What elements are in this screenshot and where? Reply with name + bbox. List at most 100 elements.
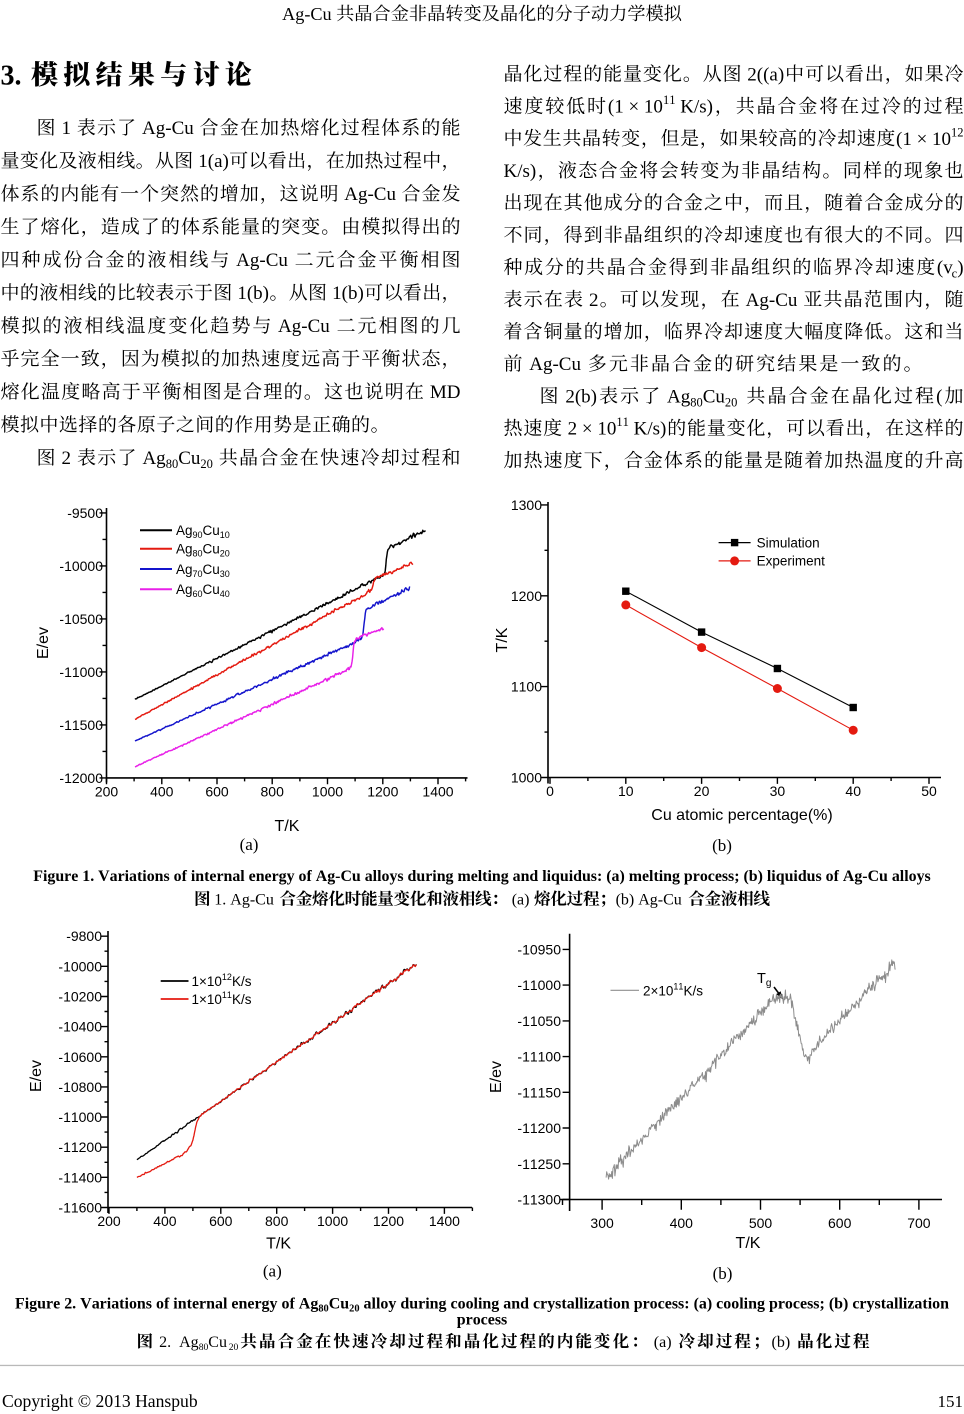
svg-text:Ag-Cu: Ag-Cu bbox=[525, 354, 586, 375]
svg-text:1: 1 bbox=[57, 118, 76, 139]
svg-text:(a): (a) bbox=[240, 835, 259, 854]
svg-text:1200: 1200 bbox=[367, 784, 398, 800]
svg-text:600: 600 bbox=[209, 1213, 233, 1229]
svg-text:800: 800 bbox=[265, 1213, 289, 1229]
svg-text:(b): (b) bbox=[713, 1264, 733, 1283]
svg-text:-11400: -11400 bbox=[58, 1169, 102, 1185]
svg-text:400: 400 bbox=[153, 1213, 177, 1229]
svg-text:1(a): 1(a) bbox=[194, 151, 229, 172]
svg-text:80: 80 bbox=[166, 457, 179, 471]
svg-text:1(b): 1(b) bbox=[327, 283, 363, 304]
svg-text:-11500: -11500 bbox=[59, 717, 103, 733]
svg-text:40: 40 bbox=[845, 783, 861, 799]
svg-text:2: 2 bbox=[584, 290, 598, 311]
svg-text:Figure 1. Variations of intern: Figure 1. Variations of internal energy … bbox=[33, 868, 930, 885]
svg-text:T/K: T/K bbox=[275, 818, 300, 835]
svg-text:2 × 10: 2 × 10 bbox=[563, 419, 616, 440]
svg-text:Ag-Cu: Ag-Cu bbox=[741, 290, 802, 311]
svg-text:1200: 1200 bbox=[511, 588, 542, 604]
svg-text:30: 30 bbox=[770, 783, 786, 799]
svg-text:Cu: Cu bbox=[208, 1334, 227, 1351]
svg-text:-11200: -11200 bbox=[58, 1139, 102, 1155]
svg-text:11: 11 bbox=[663, 93, 676, 107]
svg-text:-12000: -12000 bbox=[59, 770, 103, 786]
svg-text:Cu atomic percentage(%): Cu atomic percentage(%) bbox=[651, 807, 832, 824]
svg-text:Experiment: Experiment bbox=[757, 554, 826, 569]
svg-text:Ag70Cu30: Ag70Cu30 bbox=[176, 562, 230, 579]
svg-text:80: 80 bbox=[199, 1342, 209, 1353]
svg-text:Ag: Ag bbox=[138, 448, 166, 469]
svg-text:3.: 3. bbox=[1, 61, 22, 92]
svg-text:1000: 1000 bbox=[312, 784, 343, 800]
svg-text:-11200: -11200 bbox=[517, 1120, 561, 1136]
svg-text:Ag: Ag bbox=[662, 386, 690, 407]
svg-text:-10400: -10400 bbox=[58, 1019, 102, 1035]
svg-text:-10000: -10000 bbox=[59, 558, 103, 574]
svg-text:10: 10 bbox=[618, 783, 634, 799]
svg-text:2(b): 2(b) bbox=[561, 386, 597, 407]
svg-text:Ag90Cu10: Ag90Cu10 bbox=[176, 523, 230, 540]
svg-text:Ag-Cu: Ag-Cu bbox=[282, 4, 336, 24]
svg-text:(b): (b) bbox=[772, 1334, 795, 1351]
svg-text:20: 20 bbox=[229, 1342, 239, 1353]
svg-text:Tg: Tg bbox=[757, 971, 771, 989]
svg-text:300: 300 bbox=[590, 1215, 614, 1231]
svg-text:600: 600 bbox=[205, 784, 229, 800]
svg-text:20: 20 bbox=[694, 783, 710, 799]
svg-text:-11250: -11250 bbox=[517, 1156, 561, 1172]
svg-text:K/s): K/s) bbox=[629, 419, 666, 440]
svg-text:Figure 2. Variations of intern: Figure 2. Variations of internal energy … bbox=[15, 1296, 949, 1315]
svg-text:K/s): K/s) bbox=[504, 161, 537, 182]
svg-text:(1 × 10: (1 × 10 bbox=[896, 129, 951, 150]
svg-text:T/K: T/K bbox=[266, 1235, 291, 1252]
svg-text:1. Ag-Cu: 1. Ag-Cu bbox=[210, 892, 278, 909]
svg-text:): ) bbox=[957, 258, 963, 279]
svg-text:700: 700 bbox=[907, 1215, 931, 1231]
svg-text:1(b): 1(b) bbox=[233, 283, 269, 304]
svg-text:1400: 1400 bbox=[429, 1213, 460, 1229]
svg-text:-10500: -10500 bbox=[59, 611, 103, 627]
svg-text:800: 800 bbox=[261, 784, 285, 800]
svg-text:-11000: -11000 bbox=[59, 664, 103, 680]
svg-text:Cu: Cu bbox=[703, 386, 726, 407]
svg-text:200: 200 bbox=[95, 784, 119, 800]
svg-text:-10000: -10000 bbox=[58, 958, 102, 974]
svg-text:Simulation: Simulation bbox=[757, 535, 820, 550]
svg-text:process: process bbox=[457, 1312, 508, 1329]
svg-text:-11050: -11050 bbox=[517, 1013, 561, 1029]
svg-text:1×1011K/s: 1×1011K/s bbox=[192, 990, 252, 1007]
svg-text:Cu: Cu bbox=[178, 448, 201, 469]
svg-text:2: 2 bbox=[57, 448, 76, 469]
svg-text:T/K: T/K bbox=[494, 627, 511, 652]
svg-text:2. Ag: 2. Ag bbox=[155, 1334, 199, 1351]
svg-text:(b): (b) bbox=[712, 836, 732, 855]
svg-text:-11100: -11100 bbox=[517, 1049, 561, 1065]
svg-text:1000: 1000 bbox=[317, 1213, 348, 1229]
svg-text:-10200: -10200 bbox=[58, 989, 102, 1005]
svg-text:E/ev: E/ev bbox=[488, 1061, 505, 1093]
svg-text:1100: 1100 bbox=[511, 679, 542, 695]
svg-text:Ag60Cu40: Ag60Cu40 bbox=[176, 582, 230, 599]
svg-text:20: 20 bbox=[725, 395, 738, 409]
svg-text:Copyright © 2013 Hanspub: Copyright © 2013 Hanspub bbox=[2, 1391, 198, 1411]
svg-text:151: 151 bbox=[938, 1392, 964, 1411]
svg-text:T/K: T/K bbox=[736, 1235, 761, 1252]
svg-text:Ag-Cu: Ag-Cu bbox=[231, 250, 292, 271]
svg-text:20: 20 bbox=[200, 457, 213, 471]
svg-text:0: 0 bbox=[546, 783, 554, 799]
svg-text:-9800: -9800 bbox=[66, 928, 102, 944]
svg-text:K/s): K/s) bbox=[676, 97, 713, 118]
svg-text:1×1012K/s: 1×1012K/s bbox=[192, 972, 252, 989]
svg-text:-11000: -11000 bbox=[517, 977, 561, 993]
svg-text:MD: MD bbox=[425, 382, 460, 403]
svg-text:1000: 1000 bbox=[511, 770, 542, 786]
svg-text:400: 400 bbox=[670, 1215, 694, 1231]
svg-text:11: 11 bbox=[616, 415, 629, 429]
svg-text:Ag-Cu: Ag-Cu bbox=[273, 316, 334, 337]
svg-text:Ag-Cu: Ag-Cu bbox=[340, 184, 401, 205]
svg-text:(1 × 10: (1 × 10 bbox=[608, 97, 663, 118]
svg-text:-10600: -10600 bbox=[58, 1049, 102, 1065]
svg-text:(: ( bbox=[937, 258, 943, 279]
svg-text:-10950: -10950 bbox=[517, 941, 561, 957]
svg-text:-9500: -9500 bbox=[67, 505, 103, 521]
